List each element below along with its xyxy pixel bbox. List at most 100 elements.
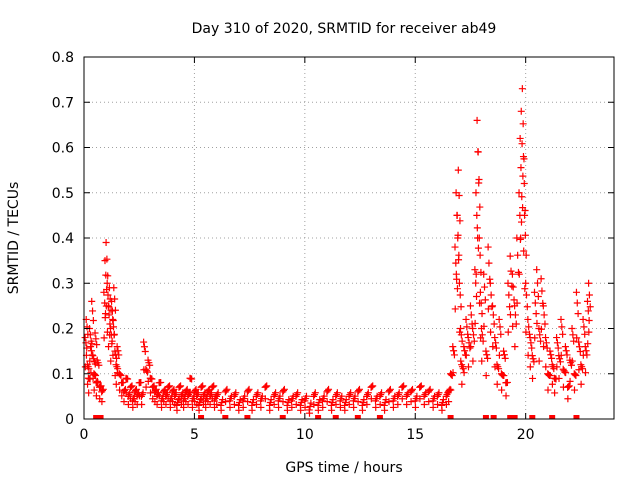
data-point xyxy=(557,315,565,323)
data-point xyxy=(110,284,118,292)
data-point xyxy=(311,389,319,397)
data-point xyxy=(558,323,566,331)
data-point xyxy=(214,389,222,397)
data-point xyxy=(310,392,318,400)
data-point xyxy=(158,403,166,411)
data-point xyxy=(515,189,523,197)
y-tick-label: 0.7 xyxy=(52,95,74,111)
plot-points xyxy=(81,85,594,419)
zero-marker xyxy=(529,415,536,419)
data-point xyxy=(449,369,457,377)
zero-marker xyxy=(198,415,205,419)
data-point xyxy=(572,288,580,296)
data-point xyxy=(381,406,389,414)
zero-marker xyxy=(354,415,361,419)
data-point xyxy=(104,302,112,310)
data-point xyxy=(514,268,522,276)
data-point xyxy=(506,252,514,260)
zero-marker xyxy=(549,415,556,419)
data-point xyxy=(476,251,484,259)
data-point xyxy=(462,315,470,323)
data-point xyxy=(88,297,96,305)
data-point xyxy=(272,389,280,397)
data-point xyxy=(105,311,113,319)
data-point xyxy=(579,365,587,373)
data-point xyxy=(529,374,537,382)
data-point xyxy=(553,363,561,371)
x-tick-label: 5 xyxy=(190,427,199,443)
data-point xyxy=(462,351,470,359)
data-point xyxy=(496,323,504,331)
data-point xyxy=(166,382,174,390)
x-tick-label: 20 xyxy=(517,427,535,443)
data-point xyxy=(155,389,163,397)
data-point xyxy=(480,322,488,330)
data-point xyxy=(565,382,573,390)
data-point xyxy=(554,344,562,352)
data-point xyxy=(548,354,556,362)
data-point xyxy=(450,351,458,359)
data-point xyxy=(517,164,525,172)
data-point xyxy=(394,401,402,409)
data-point xyxy=(546,347,554,355)
data-point xyxy=(199,382,207,390)
data-point xyxy=(363,401,371,409)
data-point xyxy=(466,344,474,352)
data-point xyxy=(425,398,433,406)
data-point xyxy=(416,383,424,391)
data-point xyxy=(537,325,545,333)
data-point xyxy=(109,315,117,323)
data-point xyxy=(491,334,499,342)
data-point xyxy=(536,331,544,339)
data-point xyxy=(564,395,572,403)
y-tick-label: 0.1 xyxy=(52,367,74,383)
data-point xyxy=(455,279,463,287)
data-point xyxy=(90,355,98,363)
data-point xyxy=(473,224,481,232)
data-point xyxy=(533,266,541,274)
data-point xyxy=(92,372,100,380)
data-point xyxy=(239,403,247,411)
data-point xyxy=(364,389,372,397)
data-point xyxy=(346,391,354,399)
y-tick-label: 0.6 xyxy=(52,141,74,157)
data-point xyxy=(341,406,349,414)
data-point xyxy=(508,282,516,290)
data-point xyxy=(522,251,530,259)
data-point xyxy=(466,302,474,310)
x-axis-label: GPS time / hours xyxy=(285,460,402,476)
data-point xyxy=(510,296,518,304)
data-point xyxy=(416,383,424,391)
data-point xyxy=(111,295,119,303)
data-point xyxy=(476,203,484,211)
data-point xyxy=(434,391,442,399)
data-point xyxy=(464,363,472,371)
data-point xyxy=(241,392,249,400)
data-point xyxy=(101,314,109,322)
data-point xyxy=(107,357,115,365)
data-point xyxy=(571,371,579,379)
grid-lines xyxy=(84,57,614,419)
data-point xyxy=(556,355,564,363)
data-point xyxy=(559,330,567,338)
data-point xyxy=(516,235,524,243)
data-point xyxy=(457,325,465,332)
data-point xyxy=(426,385,434,393)
data-point xyxy=(248,406,256,414)
data-point xyxy=(378,389,386,397)
data-point xyxy=(403,401,411,409)
data-point xyxy=(502,392,510,400)
data-point xyxy=(425,387,433,395)
data-point xyxy=(575,338,583,346)
data-point xyxy=(519,120,527,128)
data-point xyxy=(110,323,118,331)
zero-marker xyxy=(222,415,229,419)
data-point xyxy=(120,398,128,406)
data-point xyxy=(516,134,524,142)
data-point xyxy=(465,339,473,347)
data-point xyxy=(209,383,217,391)
data-point xyxy=(266,406,274,414)
data-point xyxy=(450,347,458,355)
data-point xyxy=(527,339,535,347)
data-point xyxy=(539,302,547,310)
